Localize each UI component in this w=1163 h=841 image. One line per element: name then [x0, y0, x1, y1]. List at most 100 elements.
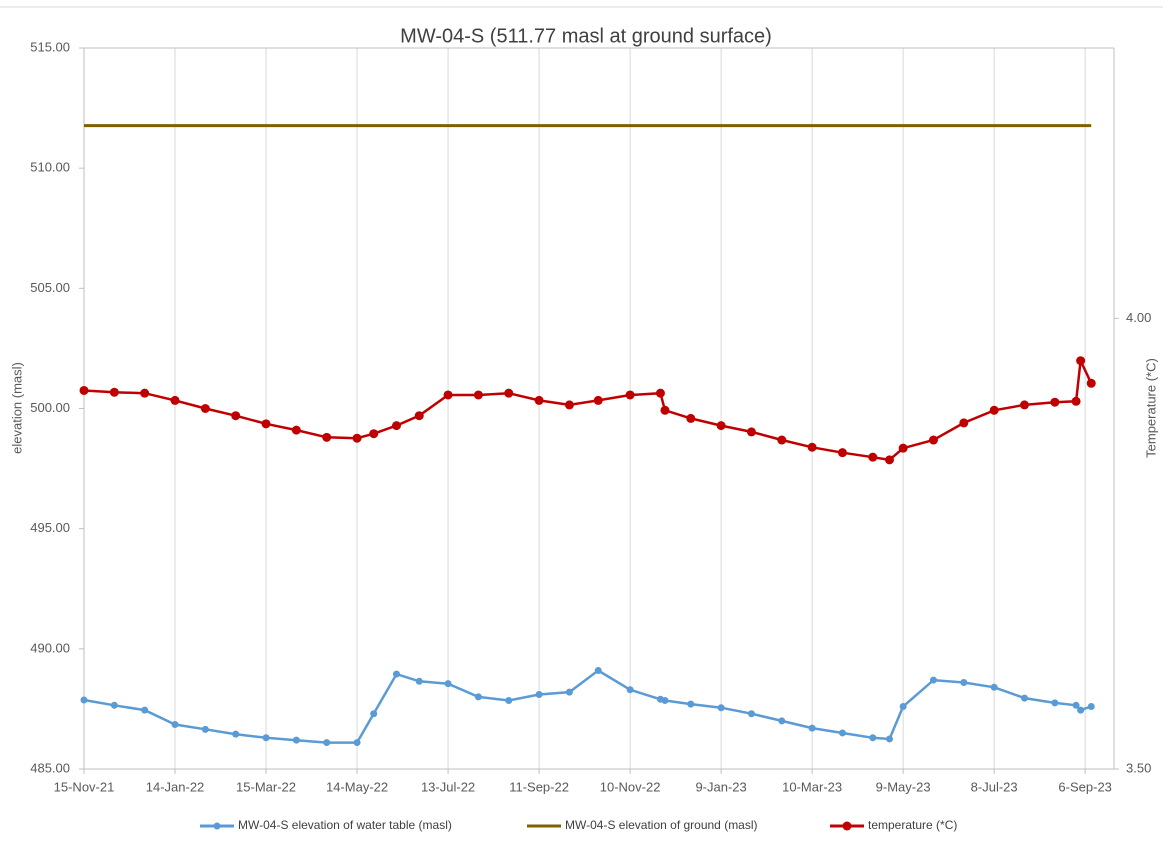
data-point — [808, 724, 816, 732]
data-point — [593, 395, 603, 405]
data-point — [746, 427, 756, 437]
x-tick-label: 14-May-22 — [326, 779, 388, 794]
data-point — [141, 706, 149, 714]
data-point — [201, 725, 209, 733]
data-point — [661, 697, 669, 705]
data-point — [625, 390, 635, 400]
data-point — [370, 710, 378, 718]
data-point — [716, 421, 726, 431]
data-point — [1076, 356, 1086, 366]
data-point — [443, 390, 453, 400]
y2-tick-label: 3.50 — [1126, 760, 1151, 775]
data-point — [884, 455, 894, 465]
legend-marker — [842, 821, 852, 831]
data-point — [231, 411, 241, 421]
x-tick-label: 13-Jul-22 — [421, 779, 475, 794]
data-point — [626, 686, 634, 694]
data-point — [171, 721, 179, 729]
data-point — [1071, 396, 1081, 406]
data-point — [655, 388, 665, 398]
data-point — [1072, 701, 1080, 709]
data-point — [687, 700, 695, 708]
data-point — [322, 432, 332, 442]
legend-label: temperature (*C) — [868, 818, 957, 832]
data-point — [869, 734, 877, 742]
x-tick-label: 15-Mar-22 — [236, 779, 296, 794]
data-point — [262, 734, 270, 742]
x-tick-label: 11-Sep-22 — [509, 779, 569, 794]
data-point — [232, 730, 240, 738]
data-point — [261, 419, 271, 429]
x-tick-label: 10-Nov-22 — [600, 779, 661, 794]
legend-marker — [213, 822, 221, 830]
data-point — [1020, 400, 1030, 410]
data-point — [414, 411, 424, 421]
y-tick-label: 485.00 — [30, 760, 70, 775]
data-point — [473, 390, 483, 400]
legend-label: MW-04-S elevation of ground (masl) — [565, 818, 758, 832]
data-point — [110, 701, 118, 709]
data-point — [1051, 699, 1059, 707]
y-tick-label: 510.00 — [30, 160, 70, 175]
y2-axis-label: Temperature (*C) — [1143, 358, 1158, 458]
y-tick-label: 490.00 — [30, 640, 70, 655]
x-tick-label: 9-Jan-23 — [695, 779, 746, 794]
data-point — [565, 688, 573, 696]
data-point — [535, 690, 543, 698]
data-point — [960, 678, 968, 686]
y-tick-label: 515.00 — [30, 39, 70, 54]
data-point — [444, 680, 452, 688]
data-point — [686, 413, 696, 423]
data-point — [928, 435, 938, 445]
data-point — [959, 418, 969, 428]
y-tick-label: 495.00 — [30, 520, 70, 535]
data-point — [990, 683, 998, 691]
data-point — [79, 385, 89, 395]
data-point — [564, 400, 574, 410]
data-point — [369, 429, 379, 439]
x-tick-label: 10-Mar-23 — [782, 779, 842, 794]
data-point — [778, 717, 786, 725]
y-tick-label: 505.00 — [30, 280, 70, 295]
data-point — [1021, 694, 1029, 702]
data-point — [391, 421, 401, 431]
data-point — [392, 670, 400, 678]
data-point — [838, 729, 846, 737]
data-point — [170, 395, 180, 405]
data-point — [352, 433, 362, 443]
data-point — [747, 710, 755, 718]
data-point — [534, 395, 544, 405]
data-point — [474, 693, 482, 701]
data-point — [109, 387, 119, 397]
data-point — [505, 697, 513, 705]
data-point — [415, 677, 423, 685]
data-point — [837, 448, 847, 458]
x-tick-label: 6-Sep-23 — [1058, 779, 1111, 794]
data-point — [200, 404, 210, 413]
data-point — [353, 739, 361, 747]
data-point — [885, 735, 893, 743]
series-line — [83, 356, 1093, 462]
x-tick-label: 15-Nov-21 — [54, 779, 115, 794]
data-point — [660, 405, 670, 415]
data-point — [868, 452, 878, 462]
x-tick-label: 9-May-23 — [876, 779, 931, 794]
data-point — [594, 666, 602, 674]
x-tick-label: 8-Jul-23 — [971, 779, 1018, 794]
legend-label: MW-04-S elevation of water table (masl) — [238, 818, 452, 832]
y-tick-label: 500.00 — [30, 400, 70, 415]
data-point — [929, 676, 937, 684]
x-tick-label: 14-Jan-22 — [146, 779, 205, 794]
data-point — [989, 405, 999, 415]
y2-tick-label: 4.00 — [1126, 310, 1151, 325]
data-point — [291, 425, 301, 435]
data-point — [898, 443, 908, 453]
data-point — [80, 696, 88, 704]
y-axis-label: elevation (masl) — [9, 362, 24, 454]
data-point — [1077, 706, 1085, 714]
data-point — [807, 442, 817, 452]
data-point — [1050, 397, 1060, 407]
data-point — [1086, 378, 1096, 388]
data-point — [717, 704, 725, 712]
